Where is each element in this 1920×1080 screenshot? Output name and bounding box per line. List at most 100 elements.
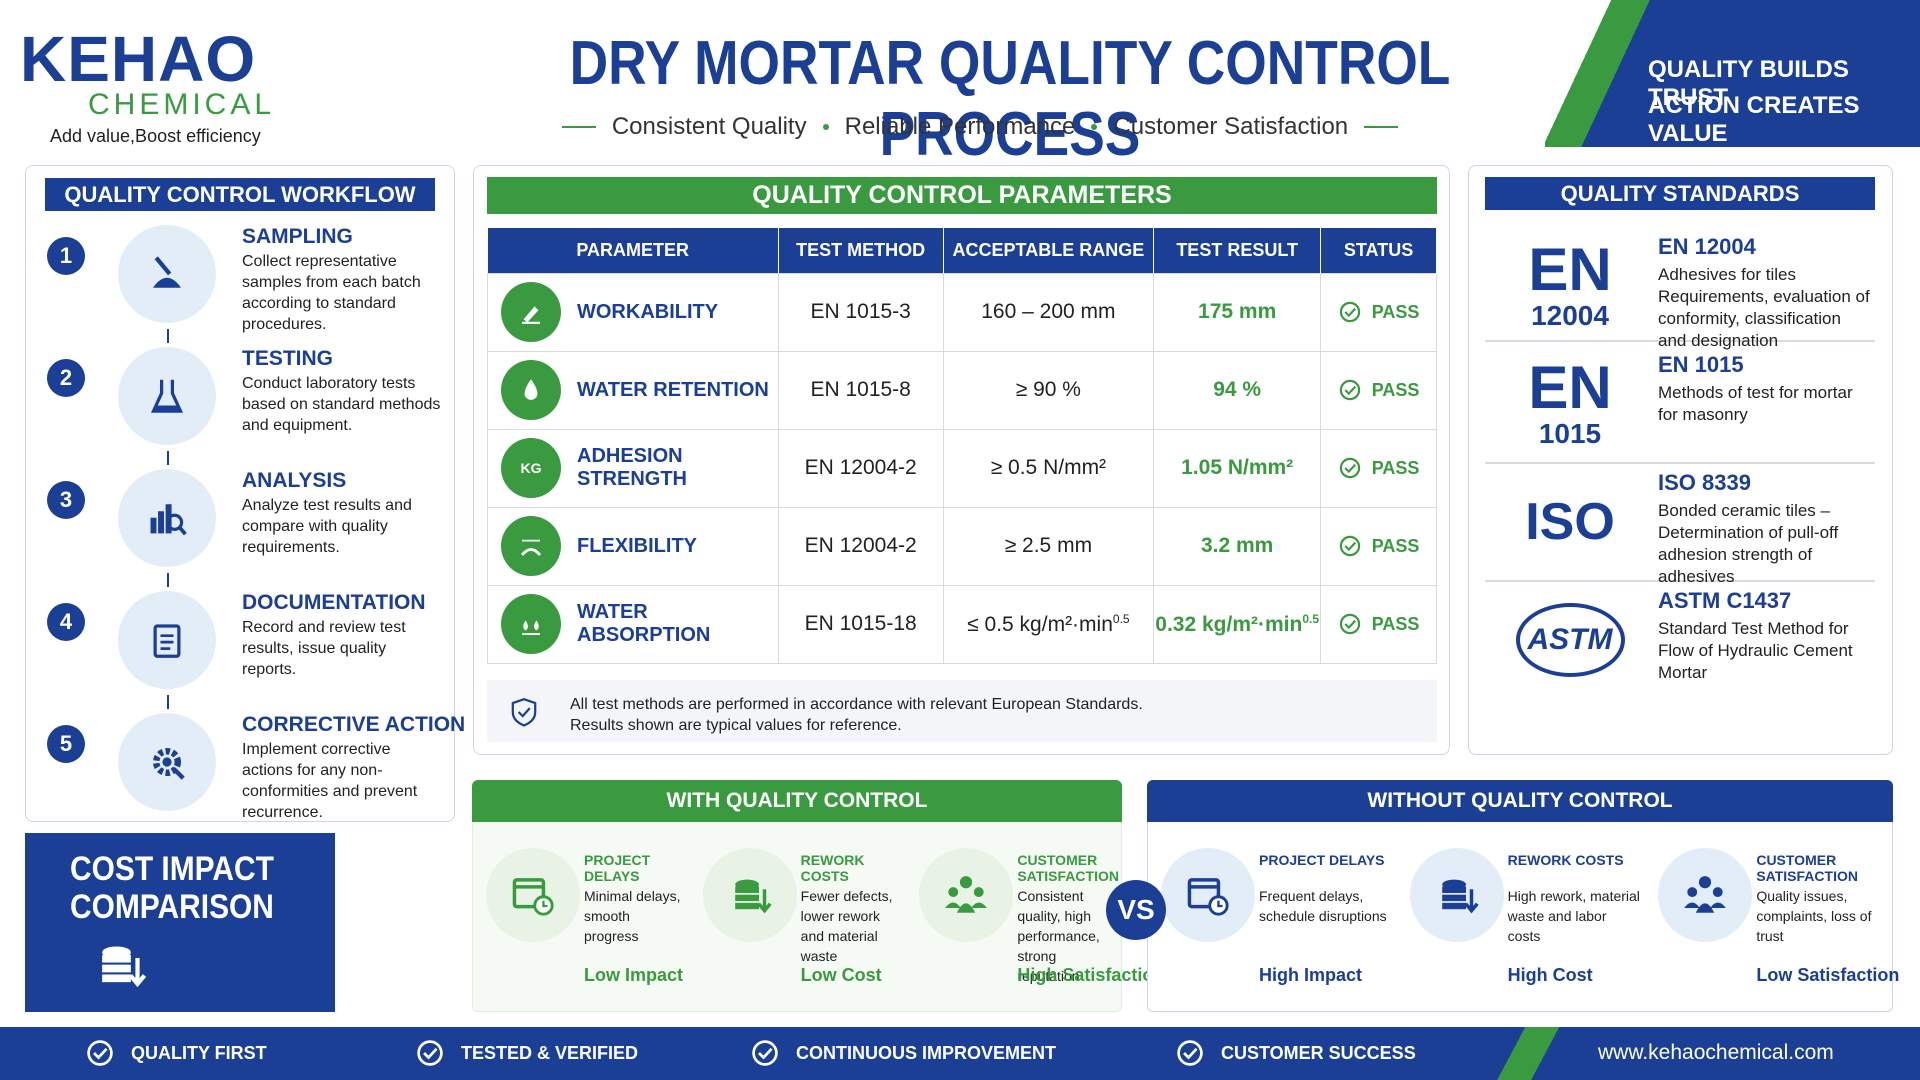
status-text: PASS — [1371, 379, 1420, 400]
item-icon — [1161, 848, 1255, 942]
table-cell: 94 % — [1153, 350, 1322, 430]
badge-main: ISO — [1525, 492, 1615, 551]
note-icon — [508, 695, 540, 729]
table-row: KG ADHESION STRENGTH EN 12004-2 ≥ 0.5 N/mm²… — [487, 428, 1437, 508]
status-cell: PASS — [1322, 300, 1435, 324]
cell-text: 0.32 kg/m²·min — [1155, 612, 1303, 636]
title: DRY MORTAR QUALITY CONTROL PROCESS — [569, 29, 1451, 169]
table-cell: PASS — [1320, 350, 1437, 430]
icon-part — [1339, 457, 1360, 479]
icon-part — [512, 878, 546, 909]
subtitle-item: Consistent Quality — [611, 113, 807, 140]
footer-item: CUSTOMER SUCCESS — [1221, 1043, 1416, 1063]
item-description: Consistent quality, high performance, st… — [1017, 888, 1100, 984]
icon-part — [511, 698, 537, 727]
arrow — [167, 329, 169, 343]
status-cell: PASS — [1322, 456, 1435, 480]
icon-part — [1187, 878, 1221, 909]
rule — [561, 126, 596, 128]
column-header: TEST METHOD — [778, 228, 944, 273]
param-cell: FLEXIBILITY — [489, 516, 777, 576]
note-line: All test methods are performed in accord… — [570, 696, 1143, 713]
status-icon — [1338, 378, 1362, 402]
item-icon — [1658, 848, 1753, 942]
cell-sup: 0.5 — [1302, 611, 1320, 626]
item-icon — [702, 848, 797, 942]
without-title: WITHOUT QUALITY CONTROL — [1147, 780, 1893, 822]
brand: KEHAO — [20, 23, 257, 95]
icon-part — [1344, 463, 1356, 474]
icon-part — [1441, 894, 1466, 902]
icon-part — [1344, 307, 1356, 318]
item-title: PROJECT DELAYS — [1259, 852, 1385, 868]
parameter-name: WATER RETENTION — [577, 378, 769, 401]
standard-name: ASTM C1437 — [1658, 588, 1792, 613]
icon-part — [734, 886, 759, 893]
table-cell: ≤ 0.5 kg/m²·min0.5 — [942, 584, 1155, 664]
table-cell: EN 1015-3 — [777, 272, 944, 352]
icon-part — [1339, 535, 1360, 557]
icon-part — [542, 900, 548, 908]
table-cell: EN 1015-8 — [777, 350, 944, 430]
subtitle-item: Reliable Performance — [844, 113, 1076, 140]
table-cell: EN 12004-2 — [777, 428, 944, 508]
step-title: DOCUMENTATION — [242, 591, 426, 614]
standards-title: QUALITY STANDARDS — [1485, 177, 1875, 210]
item-description: Quality issues, complaints, loss of trus… — [1756, 888, 1872, 944]
footer-icon — [415, 1038, 445, 1068]
standard-description: Bonded ceramic tiles – Determination of … — [1658, 501, 1839, 586]
table-cell: FLEXIBILITY — [487, 506, 779, 586]
icon-part — [150, 504, 187, 536]
parameter-name: WORKABILITY — [577, 300, 719, 323]
item-icon — [919, 848, 1014, 942]
icon-part — [734, 902, 759, 910]
arrow — [167, 573, 169, 587]
step-title: TESTING — [242, 347, 334, 370]
column-header: STATUS — [1320, 228, 1437, 273]
icon-part — [1339, 301, 1360, 323]
standards-panel — [1468, 165, 1893, 755]
item-title: CUSTOMER SATISFACTION — [1756, 852, 1858, 884]
status-cell: PASS — [1322, 534, 1435, 558]
status-text: PASS — [1371, 535, 1420, 556]
icon-part — [524, 379, 538, 400]
standard-description: Methods of test for mortar for masonry — [1658, 383, 1853, 424]
brand-sub: CHEMICAL — [88, 88, 276, 121]
icon-part — [160, 634, 174, 650]
footer-icon — [85, 1038, 115, 1068]
step-icon — [118, 591, 216, 689]
icon-part — [945, 902, 962, 909]
icon-part — [152, 747, 185, 780]
parameter-name: FLEXIBILITY — [577, 534, 697, 557]
icon-part — [1684, 902, 1701, 909]
column-header: TEST RESULT — [1153, 228, 1322, 273]
icon-part — [150, 379, 184, 413]
parameters-table: PARAMETER TEST METHOD ACCEPTABLE RANGE TEST… — [487, 228, 1437, 664]
icon-part — [152, 277, 182, 288]
step-description: Record and review test results, issue qu… — [242, 619, 406, 678]
icon-part — [522, 620, 540, 635]
standard-description: Standard Test Method for Flow of Hydraul… — [1658, 619, 1853, 682]
table-cell: EN 12004-2 — [777, 506, 944, 586]
standard-name: ISO 8339 — [1658, 470, 1751, 495]
icon-part — [752, 1040, 778, 1066]
icon-part — [102, 964, 131, 973]
icon-part — [511, 698, 537, 727]
parameter-name: ADHESION STRENGTH — [577, 445, 687, 490]
icon-part — [1187, 878, 1229, 916]
icon-part — [153, 624, 181, 658]
icon-part — [948, 887, 959, 898]
icon-part — [153, 405, 181, 412]
icon-part — [734, 879, 772, 914]
table-row: WATER RETENTION EN 1015-8 ≥ 90 % 94 % PASS — [487, 350, 1437, 430]
icon-part — [153, 624, 181, 658]
banner-line: QUALITY BUILDS TRUST — [1648, 56, 1849, 111]
icon-part — [165, 513, 184, 531]
icon-part — [1464, 889, 1479, 914]
table-cell: 3.2 mm — [1153, 506, 1322, 586]
table-cell: PASS — [1320, 428, 1437, 508]
table-row: FLEXIBILITY EN 12004-2 ≥ 2.5 mm 3.2 mm PASS — [487, 506, 1437, 586]
workflow-title: QUALITY CONTROL WORKFLOW — [45, 178, 435, 211]
status-cell: PASS — [1322, 378, 1435, 402]
badge-sub: 12004 — [1531, 299, 1609, 331]
